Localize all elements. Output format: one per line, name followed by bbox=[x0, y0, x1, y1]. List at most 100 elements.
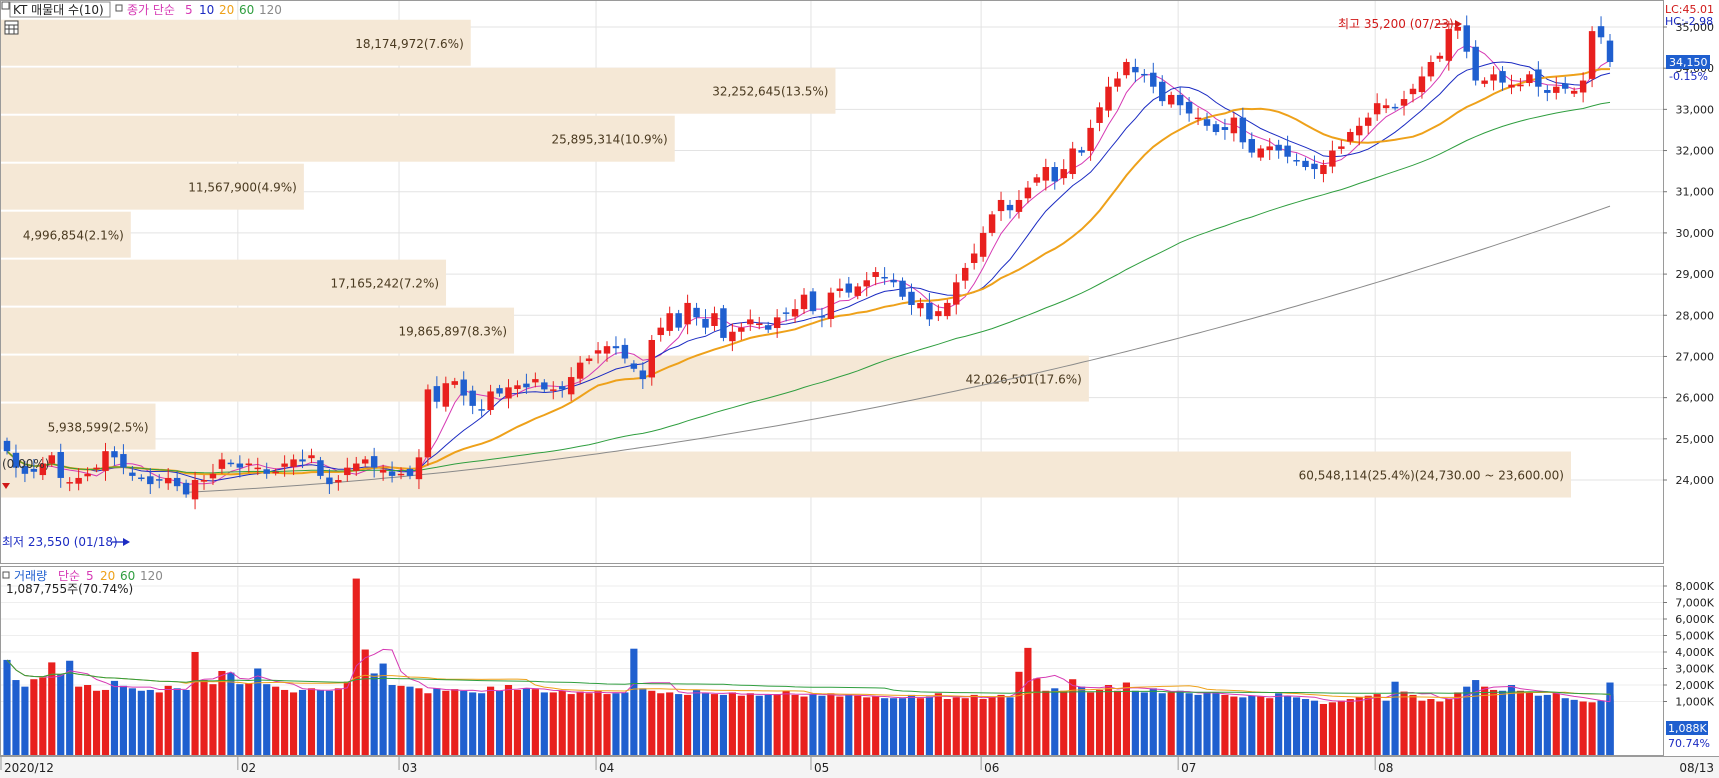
collapse-box-icon[interactable] bbox=[1, 1, 10, 10]
volume-bar bbox=[415, 688, 423, 755]
volume-bar bbox=[755, 695, 763, 755]
volume-bar bbox=[110, 680, 119, 755]
candle-up bbox=[379, 469, 387, 473]
volume-bar bbox=[952, 697, 960, 755]
candle-up bbox=[200, 480, 208, 482]
volume-bar bbox=[621, 692, 629, 755]
table-icon[interactable] bbox=[4, 20, 19, 35]
candle-up bbox=[684, 302, 691, 325]
volume-bar bbox=[827, 693, 835, 755]
volume-panel-border bbox=[0, 566, 1664, 756]
volume-profile-bar bbox=[1, 115, 675, 162]
candle-down bbox=[1006, 204, 1014, 211]
candle-up bbox=[75, 477, 82, 484]
price-panel[interactable]: 18,174,972(7.6%) 32,252,645(13.5%) 25,895,… bbox=[0, 0, 1715, 564]
volume-bar bbox=[540, 692, 548, 755]
candle-up bbox=[1060, 169, 1067, 179]
candle-down bbox=[1239, 117, 1247, 143]
volume-bar bbox=[701, 693, 710, 755]
volume-bar bbox=[48, 662, 56, 755]
ma-line-60 bbox=[6, 101, 1611, 474]
volume-bar bbox=[1454, 692, 1462, 755]
month-label: 03 bbox=[402, 761, 417, 775]
volume-bar bbox=[1131, 690, 1139, 755]
volume-collapse-icon[interactable] bbox=[2, 571, 10, 579]
volume-bar bbox=[863, 697, 871, 755]
hc-label: HC:-2.98 bbox=[1665, 15, 1713, 28]
volume-profile-label: 17,165,242(7.2%) bbox=[330, 277, 439, 291]
indicator-title-box[interactable] bbox=[9, 1, 111, 18]
volume-bar bbox=[406, 686, 414, 755]
candle-up bbox=[1588, 31, 1596, 79]
volume-bars bbox=[3, 578, 1614, 755]
volume-bar bbox=[800, 696, 808, 755]
candle-up bbox=[648, 339, 656, 378]
candle-up bbox=[979, 232, 987, 257]
volume-bar bbox=[791, 694, 799, 755]
candle-up bbox=[550, 389, 557, 391]
ma-collapse-icon[interactable] bbox=[115, 4, 123, 12]
candle-up bbox=[308, 455, 315, 459]
current-volume-value: 1,088K bbox=[1668, 722, 1707, 735]
volume-bar bbox=[1266, 698, 1274, 755]
candle-up bbox=[442, 383, 450, 407]
candle-down bbox=[3, 440, 11, 452]
candle-up bbox=[451, 381, 458, 385]
candle-down bbox=[173, 477, 181, 487]
volume-panel[interactable]: 거래량 단순 5 20 60 120 1,087,755주(70.74%) 8,… bbox=[0, 566, 1715, 756]
candle-down bbox=[1284, 145, 1291, 157]
volume-bar bbox=[281, 689, 289, 755]
volume-ma-20: 20 bbox=[100, 569, 115, 583]
volume-bar bbox=[1391, 681, 1399, 755]
volume-ma-line-60 bbox=[6, 659, 1611, 696]
candle-up bbox=[1105, 86, 1112, 111]
candle-down bbox=[129, 472, 136, 476]
ma-period-20: 20 bbox=[219, 3, 234, 17]
volume-bar bbox=[1481, 686, 1489, 755]
volume-bar bbox=[1570, 699, 1578, 755]
volume-bar bbox=[782, 690, 790, 755]
volume-bar bbox=[1006, 697, 1014, 755]
volume-bar bbox=[289, 692, 298, 755]
volume-bar bbox=[298, 689, 307, 755]
volume-bar bbox=[1176, 690, 1184, 755]
volume-bar bbox=[1292, 697, 1301, 755]
candle-up bbox=[827, 292, 835, 319]
volume-bar bbox=[1552, 693, 1560, 755]
volume-bar bbox=[943, 699, 951, 755]
candle-down bbox=[1176, 94, 1184, 106]
volume-bar bbox=[1534, 695, 1542, 755]
volume-tick-label: 3,000K bbox=[1675, 663, 1714, 676]
volume-bar bbox=[1167, 692, 1175, 755]
volume-bar bbox=[191, 652, 199, 755]
candle-down bbox=[12, 452, 20, 468]
date-axis: 2020/12 02 03 04 05 06 07 08 08/13 bbox=[0, 756, 1719, 778]
volume-bar bbox=[710, 694, 719, 755]
candle-down bbox=[227, 462, 235, 465]
volume-bar bbox=[451, 689, 459, 755]
candle-down bbox=[21, 465, 29, 474]
volume-bar bbox=[119, 685, 128, 755]
candle-up bbox=[1329, 150, 1336, 167]
volume-bar bbox=[809, 694, 817, 755]
candle-down bbox=[1597, 26, 1605, 38]
volume-bar bbox=[854, 695, 862, 755]
price-tick-label: 24,000 bbox=[1676, 474, 1715, 487]
volume-bar bbox=[1230, 696, 1238, 755]
volume-profile-bar bbox=[1, 355, 1089, 402]
volume-bar bbox=[1337, 700, 1345, 755]
candle-up bbox=[935, 311, 942, 317]
volume-profile-label: 32,252,645(13.5%) bbox=[712, 85, 828, 99]
low-arrow-head-icon bbox=[123, 538, 130, 546]
volume-bar bbox=[1078, 686, 1086, 755]
volume-bar bbox=[1185, 693, 1193, 755]
volume-bar bbox=[1400, 691, 1408, 755]
current-price-value: 34,150 bbox=[1669, 56, 1708, 69]
volume-bar bbox=[907, 694, 916, 755]
candle-up bbox=[66, 482, 73, 484]
candle-up bbox=[1454, 27, 1461, 31]
candle-up bbox=[1338, 146, 1345, 149]
ma-label: 종가 단순 bbox=[127, 3, 175, 17]
date-axis-background bbox=[0, 756, 1719, 778]
